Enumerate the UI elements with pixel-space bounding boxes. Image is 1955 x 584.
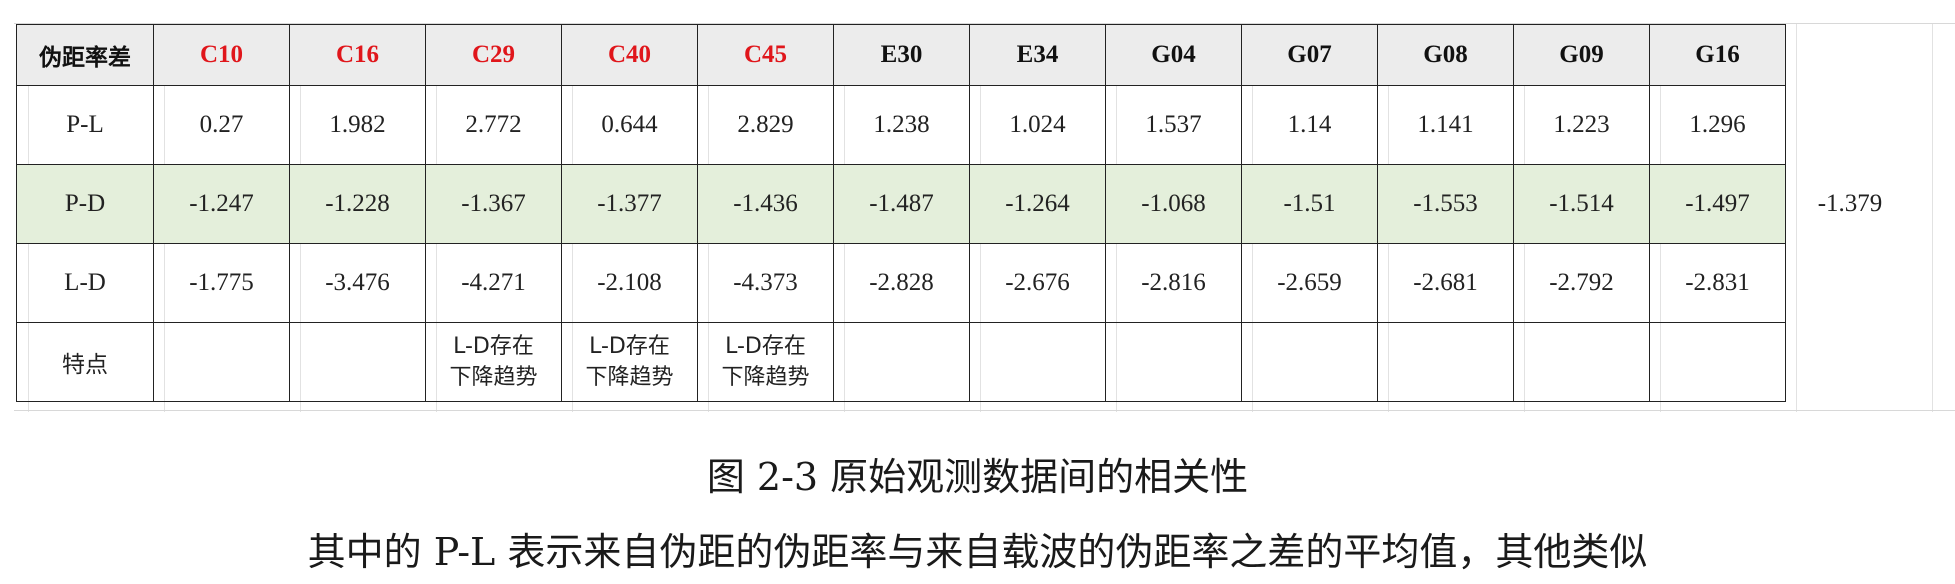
table-cell: -1.367 <box>425 164 562 244</box>
table-cell: 1.537 <box>1105 85 1242 165</box>
column-header: G09 <box>1513 24 1650 86</box>
table-cell: -1.264 <box>969 164 1106 244</box>
table-cell <box>969 322 1106 402</box>
column-header: G16 <box>1649 24 1786 86</box>
table-cell: 1.296 <box>1649 85 1786 165</box>
table-cell: -2.816 <box>1105 243 1242 323</box>
table-cell <box>1377 322 1514 402</box>
pseudorange-rate-difference-table: 伪距率差 C10 C16 C29 C40 C45 E30 E34 G04 G07… <box>16 24 1786 402</box>
feature-note-cell: L-D存在 下降趋势 <box>425 322 562 402</box>
feature-note-cell: L-D存在 下降趋势 <box>561 322 698 402</box>
table-row-feature: 特点 L-D存在 下降趋势 L-D存在 下降趋势 L-D存在 下降趋势 <box>16 322 1786 402</box>
table-cell: -2.792 <box>1513 243 1650 323</box>
table-cell: 1.141 <box>1377 85 1514 165</box>
column-header: C45 <box>697 24 834 86</box>
table-cell: -2.108 <box>561 243 698 323</box>
table-cell: -1.497 <box>1649 164 1786 244</box>
column-header: G08 <box>1377 24 1514 86</box>
table-cell <box>1649 322 1786 402</box>
table-cell: -4.373 <box>697 243 834 323</box>
table-cell <box>153 322 290 402</box>
table-cell <box>1241 322 1378 402</box>
table-cell: -1.51 <box>1241 164 1378 244</box>
figure-caption: 图 2-3 原始观测数据间的相关性 <box>706 455 1249 499</box>
row-label: L-D <box>16 243 154 323</box>
table-cell: -4.271 <box>425 243 562 323</box>
column-header: E34 <box>969 24 1106 86</box>
column-header: C10 <box>153 24 290 86</box>
table-cell: 0.644 <box>561 85 698 165</box>
row-label: P-L <box>16 85 154 165</box>
table-cell: 2.772 <box>425 85 562 165</box>
column-header: G04 <box>1105 24 1242 86</box>
table-cell: -1.068 <box>1105 164 1242 244</box>
table-cell: -1.553 <box>1377 164 1514 244</box>
column-header: G07 <box>1241 24 1378 86</box>
spreadsheet-top-border <box>14 23 1955 24</box>
table-cell: 1.982 <box>289 85 426 165</box>
row-label: P-D <box>16 164 154 244</box>
feature-note-cell: L-D存在 下降趋势 <box>697 322 834 402</box>
column-header: C29 <box>425 24 562 86</box>
table-cell: 2.829 <box>697 85 834 165</box>
table-cell: -2.676 <box>969 243 1106 323</box>
table-cell: -1.514 <box>1513 164 1650 244</box>
table-cell <box>833 322 970 402</box>
column-header: C16 <box>289 24 426 86</box>
table-cell <box>1513 322 1650 402</box>
spreadsheet-bottom-border <box>14 410 1955 411</box>
table-cell <box>289 322 426 402</box>
caption-description: 其中的 P-L 表示来自伪距的伪距率与来自载波的伪距率之差的平均值，其他类似 <box>307 530 1648 574</box>
pd-extra-value: -1.379 <box>1817 190 1883 217</box>
table-cell: -1.247 <box>153 164 290 244</box>
table-cell: -1.377 <box>561 164 698 244</box>
row-label: 特点 <box>16 322 154 402</box>
table-cell: -1.228 <box>289 164 426 244</box>
table-row-pl: P-L 0.27 1.982 2.772 0.644 2.829 1.238 1… <box>16 85 1786 165</box>
table-row-ld: L-D -1.775 -3.476 -4.271 -2.108 -4.373 -… <box>16 243 1786 323</box>
column-header: C40 <box>561 24 698 86</box>
table-cell: 1.238 <box>833 85 970 165</box>
table-cell: 0.27 <box>153 85 290 165</box>
table-cell: -1.487 <box>833 164 970 244</box>
table-cell: -2.659 <box>1241 243 1378 323</box>
table-cell: -3.476 <box>289 243 426 323</box>
table-cell: -2.681 <box>1377 243 1514 323</box>
corner-label: 伪距率差 <box>16 24 154 86</box>
table-cell: -2.831 <box>1649 243 1786 323</box>
header-row: 伪距率差 C10 C16 C29 C40 C45 E30 E34 G04 G07… <box>16 24 1786 86</box>
table-cell <box>1105 322 1242 402</box>
table-row-pd: P-D -1.247 -1.228 -1.367 -1.377 -1.436 -… <box>16 164 1786 244</box>
table-cell: 1.14 <box>1241 85 1378 165</box>
table-cell: 1.024 <box>969 85 1106 165</box>
table-cell: -2.828 <box>833 243 970 323</box>
table-cell: -1.775 <box>153 243 290 323</box>
table-cell: -1.436 <box>697 164 834 244</box>
table-cell: 1.223 <box>1513 85 1650 165</box>
column-header: E30 <box>833 24 970 86</box>
